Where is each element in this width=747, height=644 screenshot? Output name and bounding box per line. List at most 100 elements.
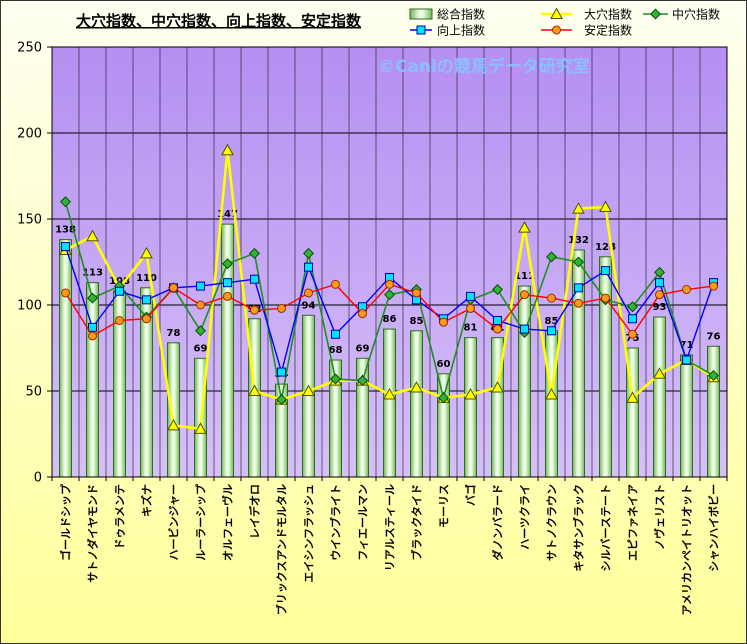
- x-tick-label: ブラックタイド: [410, 484, 424, 561]
- stability-index-marker: [547, 293, 556, 303]
- improvement-index-marker: [88, 322, 97, 332]
- bar-value-label: 81: [464, 323, 478, 334]
- stability-index-marker: [358, 309, 367, 319]
- x-tick-label: レイデオロ: [248, 484, 262, 539]
- stability-index-marker: [61, 288, 70, 298]
- stability-index-marker: [655, 290, 664, 300]
- total-index-bar: [383, 328, 396, 478]
- mid-longshot-index-marker: [545, 251, 558, 263]
- mid-longshot-index-marker: [194, 325, 207, 337]
- stability-index-marker: [304, 288, 313, 298]
- legend-swatch-mid-longshot-index: [643, 8, 668, 20]
- mid-longshot-index-marker: [86, 292, 99, 304]
- stability-index-marker: [250, 305, 259, 315]
- mid-longshot-index-marker: [437, 392, 450, 404]
- total-index-bar: [653, 316, 666, 478]
- stability-index-marker: [493, 324, 502, 334]
- legend-label-stability-index: 安定指数: [584, 23, 632, 38]
- stability-index-marker: [439, 317, 448, 327]
- longshot-index-marker: [653, 367, 666, 379]
- x-tick-label: ドゥラメンテ: [114, 484, 127, 550]
- x-tick-label: リアルスティール: [384, 484, 397, 571]
- mid-longshot-index-marker: [221, 258, 234, 270]
- improvement-index-marker: [250, 274, 259, 284]
- mid-longshot-index-marker: [653, 266, 666, 278]
- legend: 総合指数 大穴指数 中穴指数 向上指数 安定指数: [409, 7, 720, 38]
- total-index-bar: [707, 345, 720, 478]
- bar-value-label: 110: [136, 273, 157, 284]
- x-tick-label: シルバーステート: [600, 484, 613, 571]
- series-lines: [59, 143, 720, 434]
- legend-swatch-marker: [550, 7, 563, 19]
- improvement-index-marker: [142, 295, 151, 305]
- bar-value-label: 132: [568, 235, 589, 246]
- total-index-bar: [167, 342, 180, 478]
- stability-index-marker: [223, 291, 232, 301]
- bar-value-label: 60: [437, 359, 451, 370]
- improvement-index-marker: [547, 326, 556, 336]
- legend-swatch-marker: [416, 25, 426, 35]
- total-index-bar: [437, 373, 450, 478]
- y-tick-label: 50: [25, 385, 42, 400]
- longshot-index-marker: [626, 391, 639, 403]
- total-index-bar: [86, 282, 99, 478]
- y-tick-label: 100: [17, 299, 42, 314]
- x-tick-label: エピファネイア: [627, 484, 640, 561]
- mid-longshot-index-marker: [356, 375, 369, 387]
- stability-index-marker: [601, 293, 610, 303]
- total-index-bar: [302, 314, 315, 478]
- stability-index-marker: [682, 285, 691, 295]
- chart-title: 大穴指数、中穴指数、向上指数、安定指数: [76, 12, 362, 30]
- bar-value-label: 76: [707, 331, 721, 342]
- stability-index-marker: [196, 300, 205, 310]
- bar-value-label: 138: [55, 225, 76, 236]
- improvement-index-marker: [574, 283, 583, 293]
- mid-longshot-index-marker: [572, 256, 585, 268]
- legend-swatch-longshot-index: [541, 7, 572, 19]
- mid-longshot-index-marker: [275, 394, 288, 406]
- mid-longshot-index-marker: [383, 289, 396, 301]
- longshot-index-marker: [518, 221, 531, 233]
- longshot-index-marker: [545, 387, 558, 400]
- y-tick-label: 200: [17, 127, 42, 142]
- stability-index-marker: [412, 288, 421, 298]
- bar-value-label: 111: [514, 271, 535, 282]
- bar-value-label: 147: [217, 209, 238, 220]
- legend-item-stability-index: 安定指数: [541, 23, 632, 38]
- total-index-bar: [59, 239, 72, 478]
- x-tick-label: ゴールドシップ: [59, 483, 73, 561]
- improvement-index-marker: [682, 355, 691, 365]
- bar-value-label: 93: [653, 302, 667, 313]
- stability-index-marker: [520, 290, 529, 300]
- mid-longshot-index-marker: [248, 247, 261, 259]
- stability-index-marker: [385, 279, 394, 289]
- improvement-index-marker: [628, 314, 637, 324]
- longshot-index-marker: [464, 387, 477, 400]
- mid-longshot-index-marker: [329, 373, 342, 385]
- improvement-index-marker: [655, 278, 664, 288]
- x-tick-label: モーリス: [438, 484, 451, 528]
- stability-index-marker: [115, 315, 124, 325]
- bar-value-label: 85: [410, 316, 424, 327]
- bar-value-label: 94: [302, 300, 316, 311]
- stability-index-marker: [628, 329, 637, 339]
- legend-swatch-marker: [552, 25, 561, 35]
- x-tick-label: ノヴェリスト: [653, 484, 667, 550]
- total-index-bar: [599, 256, 612, 478]
- bar-value-label: 85: [545, 316, 559, 327]
- y-tick-label: 250: [17, 41, 42, 56]
- watermark: ©Caniの競馬データ研究室: [378, 56, 590, 77]
- mid-longshot-index-marker: [302, 247, 315, 259]
- x-tick-label: ダノンバラード: [491, 484, 505, 561]
- improvement-index-marker: [196, 281, 205, 291]
- bar-value-label: 68: [329, 345, 343, 356]
- mid-longshot-index-marker: [626, 301, 639, 313]
- total-index-bar: [518, 285, 531, 478]
- bar-value-label: 113: [82, 268, 103, 279]
- improvement-index-marker: [466, 291, 475, 301]
- longshot-index-marker: [410, 381, 423, 393]
- x-tick-label: シャンハイボビー: [707, 484, 721, 572]
- y-tick-label: 0: [34, 471, 42, 486]
- legend-swatch-marker: [649, 8, 662, 20]
